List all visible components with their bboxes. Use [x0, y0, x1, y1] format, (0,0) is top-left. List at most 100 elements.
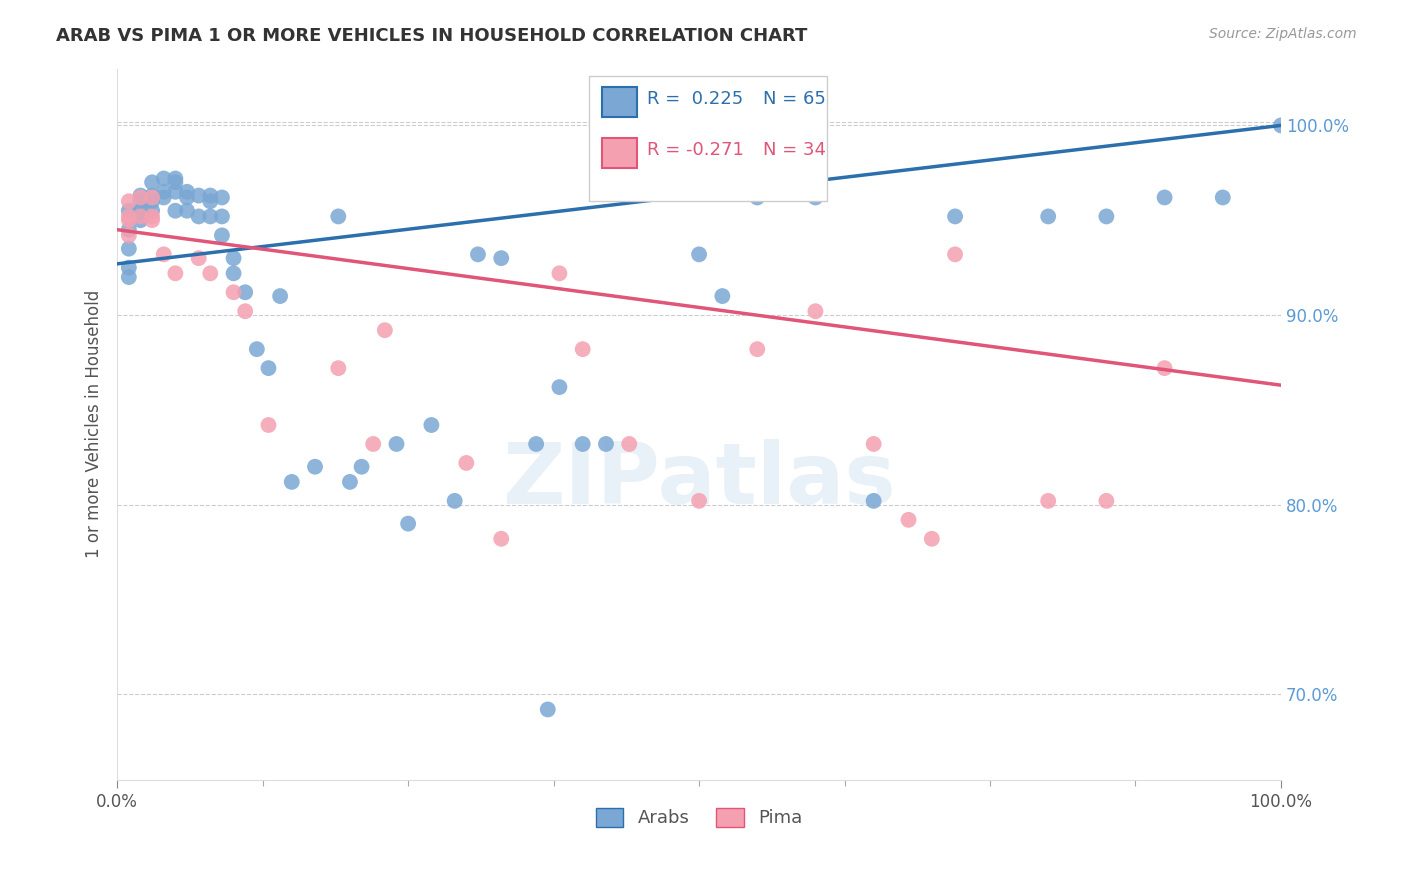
Point [804, 304, 827, 318]
Point [129, 190, 152, 204]
Point [222, 266, 245, 280]
Text: ZIPatlas: ZIPatlas [502, 440, 896, 523]
Point [350, 459, 373, 474]
Point [187, 251, 209, 265]
Point [165, 171, 187, 186]
Point [200, 266, 222, 280]
Point [187, 188, 209, 202]
Point [328, 210, 350, 224]
Point [129, 194, 152, 209]
Point [233, 285, 256, 300]
Point [118, 213, 141, 227]
Point [129, 203, 152, 218]
Point [129, 188, 152, 202]
Point [141, 203, 163, 218]
Point [118, 260, 141, 275]
Point [200, 194, 222, 209]
Point [165, 175, 187, 189]
Point [269, 289, 291, 303]
Point [571, 437, 593, 451]
Point [943, 247, 966, 261]
Point [595, 437, 617, 451]
Point [548, 380, 571, 394]
Point [118, 210, 141, 224]
Point [747, 190, 769, 204]
Point [489, 532, 512, 546]
Point [456, 456, 478, 470]
Point [1153, 361, 1175, 376]
Point [897, 513, 920, 527]
Point [1153, 190, 1175, 204]
Point [1038, 210, 1060, 224]
Point [257, 361, 280, 376]
Point [118, 228, 141, 243]
Point [233, 304, 256, 318]
Point [222, 285, 245, 300]
Point [200, 188, 222, 202]
Point [711, 289, 734, 303]
Point [1270, 119, 1292, 133]
Point [222, 251, 245, 265]
Point [129, 210, 152, 224]
Point [246, 342, 269, 356]
Point [187, 210, 209, 224]
Point [943, 210, 966, 224]
Point [443, 494, 465, 508]
Legend: Arabs, Pima: Arabs, Pima [589, 801, 810, 835]
Point [129, 213, 152, 227]
Point [118, 242, 141, 256]
Text: R =  0.225: R = 0.225 [647, 90, 742, 108]
Point [467, 247, 489, 261]
FancyBboxPatch shape [603, 138, 637, 168]
Text: ARAB VS PIMA 1 OR MORE VEHICLES IN HOUSEHOLD CORRELATION CHART: ARAB VS PIMA 1 OR MORE VEHICLES IN HOUSE… [56, 27, 807, 45]
Point [141, 194, 163, 209]
Text: R = -0.271: R = -0.271 [647, 141, 744, 160]
Text: Source: ZipAtlas.com: Source: ZipAtlas.com [1209, 27, 1357, 41]
Text: N = 34: N = 34 [763, 141, 827, 160]
Point [328, 361, 350, 376]
Point [176, 190, 198, 204]
Point [165, 203, 187, 218]
Point [1095, 494, 1118, 508]
Point [747, 342, 769, 356]
Point [304, 459, 326, 474]
Y-axis label: 1 or more Vehicles in Household: 1 or more Vehicles in Household [86, 290, 103, 558]
Point [257, 417, 280, 432]
Point [152, 190, 174, 204]
Point [489, 251, 512, 265]
Point [165, 185, 187, 199]
FancyBboxPatch shape [589, 76, 827, 201]
Point [141, 213, 163, 227]
Point [176, 185, 198, 199]
Point [862, 494, 884, 508]
Point [118, 203, 141, 218]
Point [176, 203, 198, 218]
Point [1212, 190, 1234, 204]
Point [420, 417, 443, 432]
Point [211, 210, 233, 224]
Point [118, 223, 141, 237]
Point [200, 210, 222, 224]
Point [374, 323, 396, 337]
Point [141, 175, 163, 189]
Point [152, 247, 174, 261]
Point [141, 188, 163, 202]
Point [152, 185, 174, 199]
Point [688, 247, 710, 261]
Point [571, 342, 593, 356]
Text: N = 65: N = 65 [763, 90, 825, 108]
Point [339, 475, 361, 489]
Point [921, 532, 943, 546]
Point [1038, 494, 1060, 508]
Point [548, 266, 571, 280]
Point [281, 475, 304, 489]
Point [804, 190, 827, 204]
Point [141, 190, 163, 204]
Point [211, 228, 233, 243]
Point [537, 702, 560, 716]
Point [688, 494, 710, 508]
Point [361, 437, 384, 451]
Point [862, 437, 884, 451]
Point [118, 194, 141, 209]
Point [385, 437, 408, 451]
